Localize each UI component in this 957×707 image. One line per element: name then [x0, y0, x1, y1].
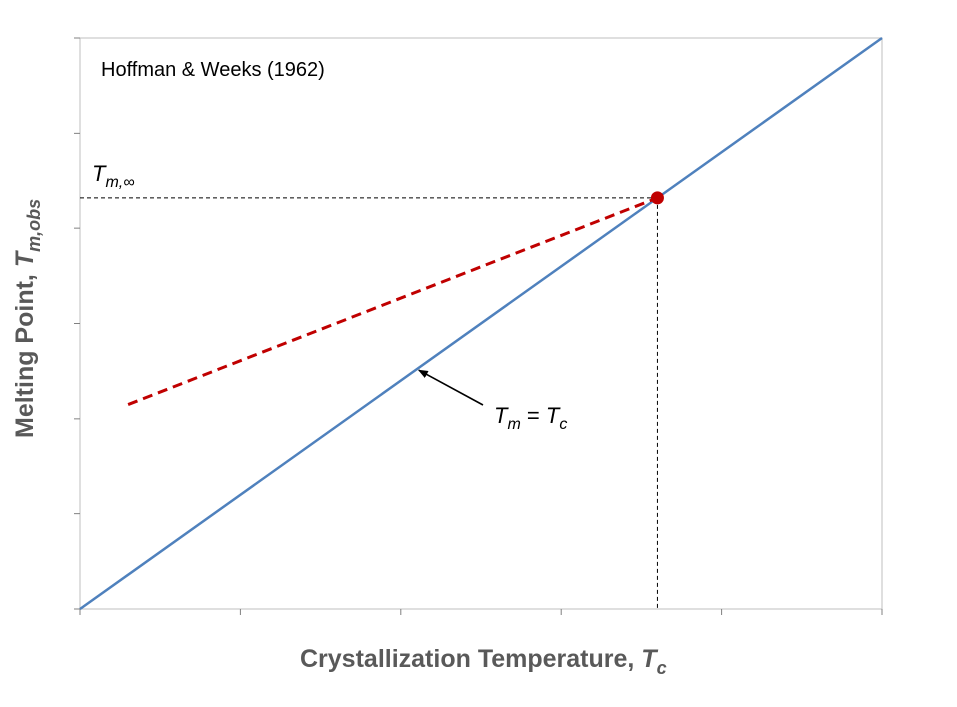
label-arrow [417, 369, 484, 406]
y-axis-label: Melting Point, Tm,obs [11, 199, 44, 438]
tm-equals-tc-label: Tm = Tc [494, 403, 567, 433]
series-line-tm-equals-tc [79, 36, 883, 611]
annotation-title: Hoffman & Weeks (1962) [101, 59, 325, 81]
series-line-extrapolation [127, 196, 658, 406]
tm-infinity-label: Tm,∞ [92, 161, 135, 191]
intersection-point [650, 191, 664, 205]
y-axis-ticks [74, 37, 80, 610]
x-axis-ticks [79, 609, 883, 615]
x-axis-label: Crystallization Temperature, Tc [300, 645, 667, 678]
